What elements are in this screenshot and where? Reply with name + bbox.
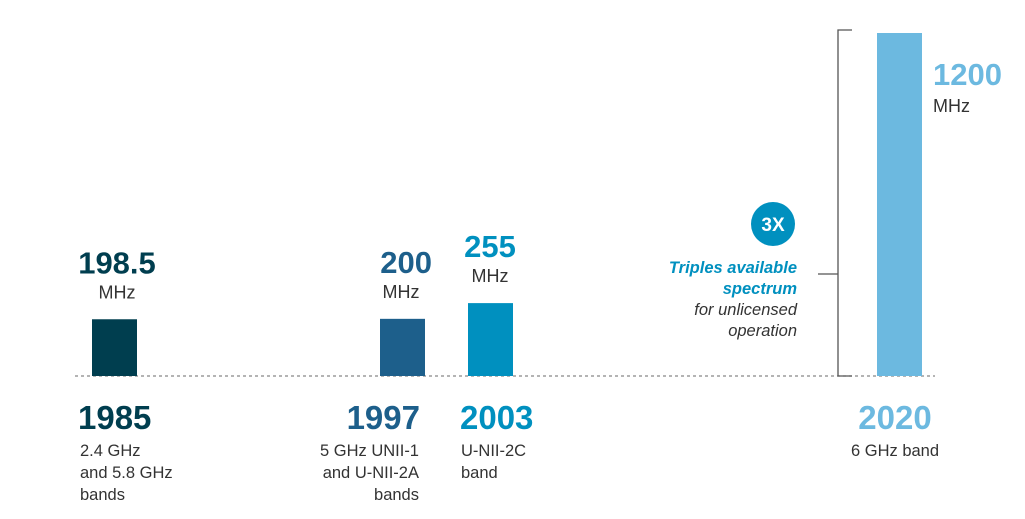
year-label-2020: 2020 <box>858 399 931 436</box>
description-1985-line-1: 2.4 GHz <box>80 442 141 460</box>
unit-label-2020: MHz <box>933 96 970 116</box>
annotation: 3X Triples available spectrum for unlice… <box>669 202 798 340</box>
unit-label-1985: MHz <box>99 282 136 302</box>
value-label-2003: 255 <box>464 229 516 264</box>
description-2020-line-1: 6 GHz band <box>851 442 939 460</box>
description-1997-line-3: bands <box>374 486 419 504</box>
description-1997-line-1: 5 GHz UNII-1 <box>320 442 419 460</box>
description-1985-line-3: bands <box>80 486 125 504</box>
description-1997-line-2: and U-NII-2A <box>323 464 419 482</box>
value-label-1997: 200 <box>380 245 432 280</box>
value-label-2020: 1200 <box>933 57 1002 92</box>
bar-2003 <box>468 303 513 376</box>
bar-group <box>92 33 922 376</box>
bar-2020 <box>877 33 922 376</box>
range-bracket <box>818 29 852 377</box>
year-label-1985: 1985 <box>78 399 151 436</box>
annotation-line-1: Triples available <box>669 259 797 277</box>
description-2003-line-1: U-NII-2C <box>461 442 526 460</box>
annotation-line-2: spectrum <box>723 280 797 298</box>
bar-1997 <box>380 318 425 376</box>
description-1985-line-2: and 5.8 GHz <box>80 464 173 482</box>
year-label-2003: 2003 <box>460 399 533 436</box>
year-label-1997: 1997 <box>347 399 420 436</box>
badge-text: 3X <box>761 215 785 236</box>
bar-1985 <box>92 319 137 376</box>
unit-label-2003: MHz <box>472 266 509 286</box>
unit-label-1997: MHz <box>383 282 420 302</box>
annotation-line-4: operation <box>728 322 797 340</box>
description-2003-line-2: band <box>461 464 498 482</box>
badge-circle <box>751 202 795 246</box>
value-label-1985: 198.5 <box>78 245 156 280</box>
annotation-line-3: for unlicensed <box>694 301 798 319</box>
